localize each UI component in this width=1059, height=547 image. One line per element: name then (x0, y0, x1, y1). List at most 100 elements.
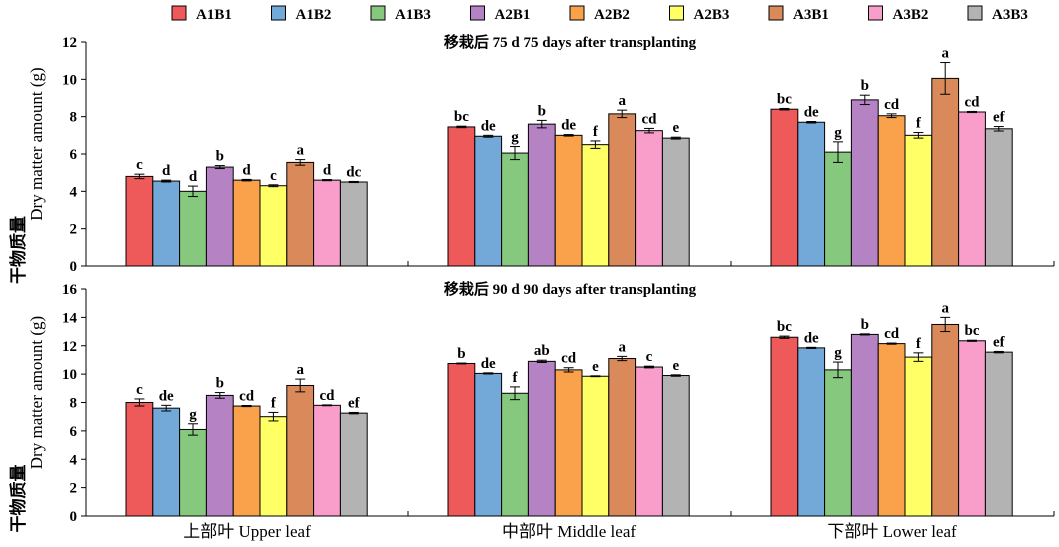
significance-label-a3b2: cd (965, 94, 981, 110)
y-tick-label: 10 (62, 72, 77, 88)
y-tick-label: 8 (70, 110, 78, 126)
significance-label-a3b1: a (618, 93, 626, 109)
y-tick-label: 12 (62, 339, 77, 355)
legend: A1B1 A1B2 A1B3 A2B1 A2B2 A2B3 A3B1 A3B2 A3B3 (171, 5, 1028, 23)
bar-a2b2 (232, 179, 261, 267)
bar-a2b1 (527, 360, 556, 517)
y-tick-label: 8 (70, 396, 78, 412)
bar-a2b2 (554, 369, 583, 517)
significance-label-a2b1: b (861, 78, 869, 94)
bar-a1b3 (179, 428, 207, 517)
significance-label-a1b1: bc (777, 319, 792, 335)
significance-label-a1b2: d (162, 163, 171, 179)
bar-a3b1 (286, 161, 315, 267)
bar-a3b1 (931, 323, 960, 517)
significance-label-a2b1: b (538, 103, 546, 119)
x-category-label: 下部叶 Lower leaf (827, 522, 957, 541)
significance-label-a1b3: g (511, 130, 519, 146)
significance-label-a3b1: a (296, 362, 304, 378)
y-axis-label-cn: 干物质量 (8, 216, 28, 284)
legend-label-a3b1: A3B1 (793, 7, 829, 23)
bar-a3b2 (635, 366, 663, 517)
significance-label-a1b3: g (189, 407, 197, 423)
y-tick-label: 4 (70, 452, 78, 468)
bar-a1b1 (125, 402, 154, 517)
bar-a2b3 (581, 375, 610, 517)
significance-label-a2b3: f (271, 395, 277, 411)
legend-swatch-a1b2 (271, 5, 286, 21)
bar-a2b1 (527, 123, 556, 267)
y-tick-label: 2 (70, 222, 78, 238)
significance-label-a3b2: c (646, 349, 653, 365)
significance-label-a3b3: ef (993, 110, 1006, 126)
bar-a1b2 (797, 347, 826, 517)
significance-label-a1b3: g (834, 345, 842, 361)
significance-label-a2b3: f (593, 124, 599, 140)
bar-a3b3 (661, 137, 690, 267)
legend-label-a3b2: A3B2 (893, 7, 929, 23)
significance-label-a2b3: f (916, 336, 922, 352)
significance-label-a3b2: d (323, 163, 332, 179)
significance-label-a3b3: e (672, 358, 679, 374)
legend-swatch-a3b2 (868, 5, 883, 21)
bar-a1b3 (501, 392, 529, 517)
y-tick-label: 16 (62, 282, 78, 298)
y-tick-label: 6 (70, 424, 78, 440)
significance-label-a1b3: f (513, 370, 519, 386)
bar-a2b3 (904, 356, 933, 517)
significance-label-a1b1: bc (777, 91, 792, 107)
bar-a1b2 (474, 372, 503, 517)
bar-a3b2 (635, 130, 663, 267)
bar-a3b2 (958, 111, 986, 267)
legend-swatch-a2b1 (470, 5, 485, 21)
significance-label-a1b2: de (481, 356, 496, 372)
significance-label-a2b1: b (861, 317, 869, 333)
significance-label-a2b3: c (270, 168, 277, 184)
significance-label-a3b3: dc (346, 164, 361, 180)
bar-a2b3 (259, 185, 288, 267)
significance-label-a1b1: c (136, 382, 143, 398)
y-axis-label-en: Dry matter amount (g) (27, 316, 46, 469)
significance-label-a1b1: bc (454, 109, 469, 125)
bar-a3b3 (984, 351, 1013, 517)
bar-a1b2 (474, 135, 503, 267)
significance-label-a2b3: f (916, 116, 922, 132)
legend-swatch-a2b3 (669, 5, 684, 21)
significance-label-a3b1: a (618, 339, 626, 355)
bar-a2b3 (904, 134, 933, 267)
bar-a3b2 (313, 179, 341, 267)
x-category-labels: 上部叶 Upper leaf 中部叶 Middle leaf 下部叶 Lower l… (183, 522, 957, 541)
bar-a2b2 (877, 115, 906, 267)
legend-label-a1b2: A1B2 (296, 7, 332, 23)
significance-label-a2b2: de (561, 118, 576, 134)
legend-swatch-a1b3 (370, 5, 386, 21)
bar-a3b1 (608, 113, 637, 267)
bar-a2b3 (581, 144, 610, 267)
y-tick-label: 6 (70, 147, 78, 163)
significance-label-a2b3: e (592, 359, 599, 375)
y-axis-label-en: Dry matter amount (g) (27, 67, 46, 220)
significance-label-a3b2: cd (320, 388, 336, 404)
bar-a3b2 (313, 404, 341, 517)
x-category-label: 中部叶 Middle leaf (502, 522, 636, 541)
x-category-label: 上部叶 Upper leaf (183, 522, 311, 541)
significance-label-a1b3: g (834, 125, 842, 141)
bar-a1b3 (179, 190, 207, 267)
legend-swatch-a3b3 (967, 5, 983, 21)
y-tick-label: 4 (70, 184, 78, 200)
legend-label-a1b3: A1B3 (395, 7, 431, 23)
bar-a2b2 (232, 405, 261, 517)
significance-label-a3b1: a (941, 46, 949, 62)
bar-a3b2 (958, 340, 986, 517)
significance-label-a2b2: cd (884, 97, 900, 113)
significance-label-a3b3: e (672, 120, 679, 136)
significance-label-a1b2: de (159, 388, 174, 404)
bar-a3b3 (661, 375, 690, 517)
bar-a3b3 (984, 128, 1013, 267)
significance-label-a2b1: b (216, 376, 224, 392)
bar-a3b1 (931, 77, 960, 267)
bar-a1b1 (447, 362, 476, 517)
significance-label-a2b2: d (242, 162, 251, 178)
panel-title: 移栽后 90 d 90 days after transplanting (444, 280, 697, 298)
